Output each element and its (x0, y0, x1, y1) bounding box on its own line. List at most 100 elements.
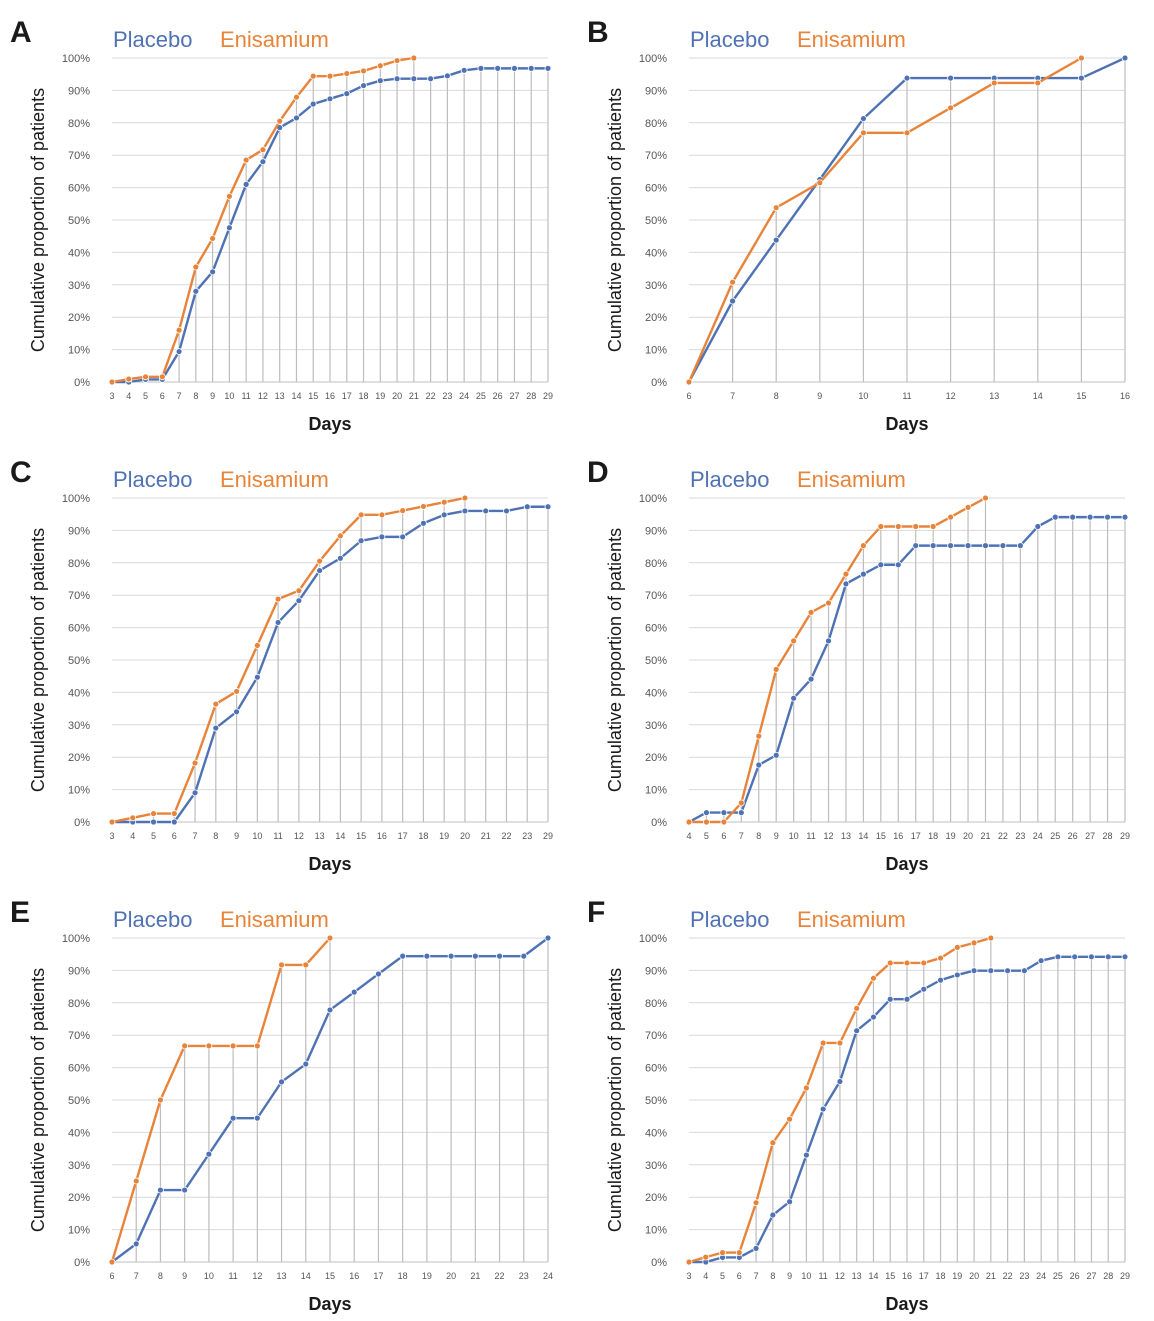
data-point (1104, 953, 1112, 961)
y-tick-label: 60% (645, 623, 667, 635)
x-tick-label: 5 (143, 391, 148, 401)
x-tick-labels: 4 5 6 7 8 9 10 11 12 13 14 15 16 17 18 19 20 21 22 23 24 25 26… (686, 831, 1130, 841)
y-tick-label: 0% (651, 817, 667, 829)
y-tick-label: 60% (645, 1063, 667, 1075)
x-axis-title: Days (308, 414, 351, 434)
data-point (293, 93, 300, 101)
legend-placebo: Placebo (690, 27, 770, 52)
data-point (175, 348, 183, 355)
panel-e: E Placebo Enisamium 0% 10% 20% 30% 40% 50% 60% 70%… (0, 880, 577, 1320)
legend: Placebo Enisamium (690, 907, 906, 932)
data-point (427, 75, 435, 83)
data-point (729, 297, 737, 305)
x-tick-label: 12 (294, 831, 304, 841)
x-tick-label: 16 (1120, 391, 1130, 401)
x-tick-label: 8 (756, 831, 761, 841)
data-point (242, 156, 250, 164)
series-line (687, 56, 1082, 383)
data-point (729, 278, 737, 286)
y-tick-label: 10% (645, 1225, 667, 1237)
x-tick-label: 7 (177, 391, 182, 401)
data-point (302, 961, 310, 969)
legend: Placebo Enisamium (113, 907, 329, 932)
y-tick-label: 70% (645, 590, 667, 602)
data-point (274, 595, 282, 603)
data-point (703, 818, 710, 826)
data-point (964, 503, 972, 511)
data-point (1034, 523, 1042, 530)
x-tick-label: 22 (998, 831, 1008, 841)
y-tick-label: 100% (62, 493, 90, 505)
data-point (443, 72, 451, 80)
data-point (703, 809, 710, 817)
data-point (987, 934, 995, 942)
data-point (903, 959, 911, 967)
data-point (233, 708, 240, 716)
data-point (819, 1105, 827, 1113)
data-point (225, 224, 233, 232)
x-tick-label: 13 (315, 831, 325, 841)
x-tick-label: 3 (109, 831, 114, 841)
panel-d: D Placebo Enisamium 0% 10% 20% 30% 40% 50% 60% 70%… (577, 440, 1154, 880)
data-point (376, 62, 384, 70)
data-point (842, 570, 850, 578)
x-tick-label: 10 (789, 831, 799, 841)
data-point (870, 974, 877, 982)
data-point (819, 1039, 827, 1047)
data-point (842, 580, 850, 588)
x-tick-label: 9 (234, 831, 239, 841)
y-tick-label: 40% (645, 1127, 667, 1139)
x-tick-labels: 3 4 5 6 7 8 9 10 11 12 13 14 15 16 17 18 19 20 21 22 23 24 25 2… (686, 1271, 1130, 1281)
x-tick-label: 12 (258, 391, 268, 401)
data-point (496, 952, 503, 960)
x-tick-label: 23 (442, 391, 452, 401)
y-tick-label: 50% (645, 1095, 667, 1107)
y-tick-label: 90% (645, 85, 667, 97)
data-point (420, 503, 427, 510)
series-enisamium (685, 54, 1085, 386)
x-tick-label: 9 (210, 391, 215, 401)
legend-enisamium: Enisamium (220, 907, 329, 932)
x-tick-label: 9 (817, 391, 822, 401)
data-point (157, 1096, 164, 1104)
x-tick-label: 8 (213, 831, 218, 841)
data-point (316, 557, 324, 565)
data-point (471, 952, 479, 960)
x-tick-label: 6 (686, 391, 691, 401)
y-tick-label: 20% (645, 1192, 667, 1204)
x-tick-label: 8 (158, 1271, 163, 1281)
y-axis-title: Cumulative proportion of patients (28, 528, 48, 792)
data-point (1077, 74, 1085, 82)
data-point (461, 507, 469, 515)
drop-lines (705, 498, 1126, 822)
x-tick-label: 26 (1070, 1271, 1080, 1281)
data-point (1121, 54, 1129, 62)
data-point (752, 1244, 760, 1252)
x-tick-label: 15 (325, 1271, 335, 1281)
data-point (825, 637, 832, 645)
series-enisamium (685, 934, 995, 1266)
data-point (212, 700, 220, 708)
data-point (336, 554, 344, 562)
data-point (772, 236, 780, 244)
x-tick-label: 7 (739, 831, 744, 841)
x-tick-label: 20 (446, 1271, 456, 1281)
data-point (132, 1177, 140, 1185)
data-point (378, 511, 386, 519)
data-point (378, 533, 386, 541)
y-tick-label: 60% (645, 183, 667, 195)
x-tick-label: 20 (460, 831, 470, 841)
data-point (482, 507, 490, 515)
panel-letter: A (10, 16, 32, 49)
legend-placebo: Placebo (690, 467, 770, 492)
data-point (987, 967, 995, 975)
series-placebo (108, 64, 552, 386)
data-point (150, 810, 157, 817)
data-point (720, 818, 728, 826)
x-axis-title: Days (885, 1294, 928, 1314)
data-point (460, 66, 468, 74)
series-enisamium (108, 934, 334, 1266)
x-tick-label: 10 (224, 391, 234, 401)
x-tick-label: 8 (193, 391, 198, 401)
data-point (423, 952, 431, 960)
